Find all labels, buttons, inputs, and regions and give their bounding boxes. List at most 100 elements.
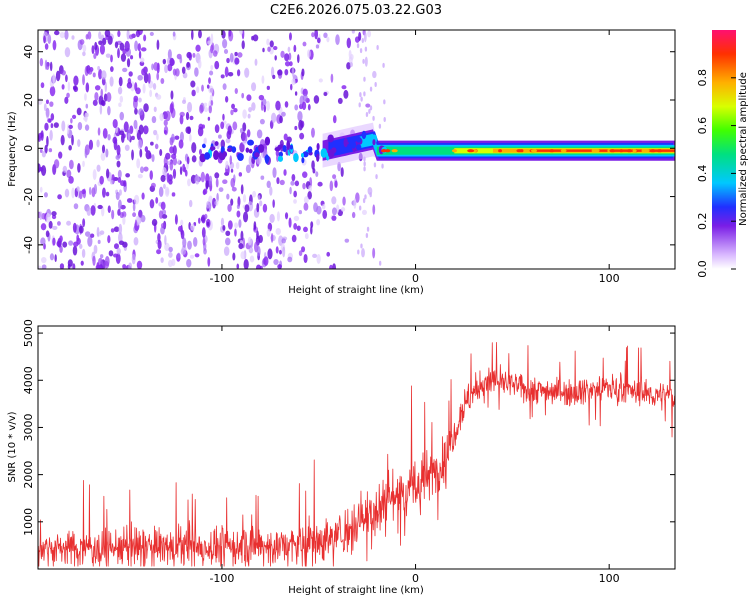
signal-band-blob <box>300 153 305 158</box>
spectrogram-noise-blob <box>242 194 247 203</box>
spectrogram-noise-blob <box>356 43 360 49</box>
spectrogram-noise-blob <box>132 202 136 212</box>
spectrogram-noise-blob <box>44 43 49 50</box>
spectrogram-noise-blob <box>104 30 111 38</box>
spectrogram-noise-blob <box>64 30 69 40</box>
spectrogram-noise-blob <box>251 82 257 92</box>
spectrogram-noise-blob <box>168 179 173 185</box>
snr-y-tick-label: 5000 <box>22 319 35 347</box>
spectrogram-noise-blob <box>272 167 277 179</box>
spectrogram-noise-blob <box>165 110 171 122</box>
spectrogram-y-tick-label: -20 <box>22 188 35 206</box>
spectrogram-noise-blob <box>102 187 106 198</box>
spectrogram-noise-blob <box>224 66 229 78</box>
signal-band-blob <box>327 134 334 143</box>
spectrogram-noise-blob <box>198 149 202 156</box>
spectrogram-noise-blob <box>326 251 331 257</box>
spectrogram-noise-blob <box>313 202 318 213</box>
signal-band-blob <box>201 143 206 149</box>
spectrogram-noise-blob <box>301 246 306 253</box>
spectrogram-noise-blob <box>107 35 113 45</box>
spectrogram-noise-blob <box>236 210 241 218</box>
spectrogram-noise-blob <box>38 265 42 269</box>
spectrogram-noise-blob <box>204 213 208 220</box>
spectrogram-noise-blob <box>247 113 251 119</box>
spectrogram-noise-blob <box>138 97 142 103</box>
spectrogram-noise-blob <box>203 188 208 195</box>
spectrogram-noise-blob <box>156 133 159 141</box>
snr-y-axis: 1000 2000 3000 4000 5000 <box>22 319 675 536</box>
spectrogram-noise-blob <box>45 230 50 238</box>
signal-band-blob <box>237 152 244 162</box>
spectrogram-noise-blob <box>276 177 280 185</box>
spectrogram-noise-blob <box>165 188 170 195</box>
figure-title: C2E6.2026.075.03.22.G03 <box>270 3 442 18</box>
signal-band-blob <box>286 140 291 151</box>
spectrogram-noise-blob <box>126 198 133 203</box>
colorbar-ticks: 0.0 0.2 0.4 0.6 0.8 <box>696 69 736 278</box>
spectrogram-noise-blob <box>97 127 101 136</box>
spectrogram-noise-blob <box>99 44 105 55</box>
spectrogram-noise-blob <box>39 148 43 154</box>
signal-band-blob <box>245 147 250 153</box>
spectrogram-noise-blob <box>45 108 50 120</box>
spectrogram-noise-blob <box>151 218 158 227</box>
spectrogram-noise-blob <box>224 237 231 246</box>
spectrogram-noise-blob <box>52 73 56 84</box>
signal-band-blob <box>316 143 320 151</box>
spectrogram-noise-blob <box>278 235 284 246</box>
spectrogram-noise-blob <box>375 174 378 180</box>
spectrogram-noise-blob <box>87 235 93 247</box>
spectrogram-noise-blob <box>275 228 281 235</box>
spectrogram-noise-blob <box>360 243 363 249</box>
spectrogram-noise-blob <box>365 111 369 117</box>
spectrogram-noise-blob <box>222 224 226 231</box>
spectrogram-noise-blob <box>98 31 102 40</box>
spectrogram-noise-blob <box>66 220 72 226</box>
spectrogram-noise-blob <box>84 231 91 237</box>
spectrogram-noise-blob <box>126 82 133 89</box>
spectrogram-noise-blob <box>262 203 268 213</box>
spectrogram-noise-blob <box>160 257 164 263</box>
spectrogram-noise-blob <box>149 170 153 180</box>
signal-band-peak <box>641 149 646 153</box>
spectrogram-noise-blob <box>41 257 47 264</box>
spectrogram-noise-blob <box>85 103 89 109</box>
spectrogram-noise-blob <box>293 44 297 53</box>
spectrogram-noise-blob <box>53 159 60 169</box>
spectrogram-noise-blob <box>242 122 247 132</box>
spectrogram-noise-blob <box>184 169 188 177</box>
spectrogram-noise-blob <box>132 212 137 218</box>
spectrogram-noise-blob <box>284 53 290 62</box>
spectrogram-noise-blob <box>123 121 129 133</box>
spectrogram-noise-blob <box>267 248 273 260</box>
spectrogram-noise-blob <box>235 162 240 170</box>
spectrogram-noise-blob <box>245 164 251 174</box>
signal-band-peak <box>594 149 600 153</box>
spectrogram-noise-blob <box>162 167 167 177</box>
signal-band-blob <box>226 147 233 153</box>
spectrogram-noise-blob <box>383 99 386 105</box>
spectrogram-noise-blob <box>93 244 98 254</box>
spectrogram-noise-blob <box>196 86 200 94</box>
spectrogram-noise-blob <box>246 129 251 138</box>
spectrogram-noise-blob <box>294 91 298 96</box>
spectrogram-noise-blob <box>214 172 220 179</box>
spectrogram-noise-blob <box>169 161 174 171</box>
spectrogram-noise-blob <box>307 191 312 200</box>
spectrogram-noise-blob <box>349 62 353 67</box>
spectrogram-noise-blob <box>78 190 83 200</box>
spectrogram-noise-blob <box>72 245 78 256</box>
spectrogram-noise-blob <box>71 114 77 119</box>
signal-band-peak <box>619 149 624 153</box>
spectrogram-noise-blob <box>152 82 157 90</box>
spectrogram-noise-blob <box>188 199 193 208</box>
spectrogram-noise-blob <box>110 54 113 63</box>
spectrogram-noise-blob <box>143 34 147 42</box>
spectrogram-noise-blob <box>179 131 184 142</box>
spectrogram-noise-blob <box>95 264 101 269</box>
spectrogram-noise-blob <box>137 173 143 179</box>
spectrogram-noise-blob <box>100 152 106 161</box>
spectrogram-noise-blob <box>55 70 61 82</box>
spectrogram-noise-blob <box>261 75 265 84</box>
